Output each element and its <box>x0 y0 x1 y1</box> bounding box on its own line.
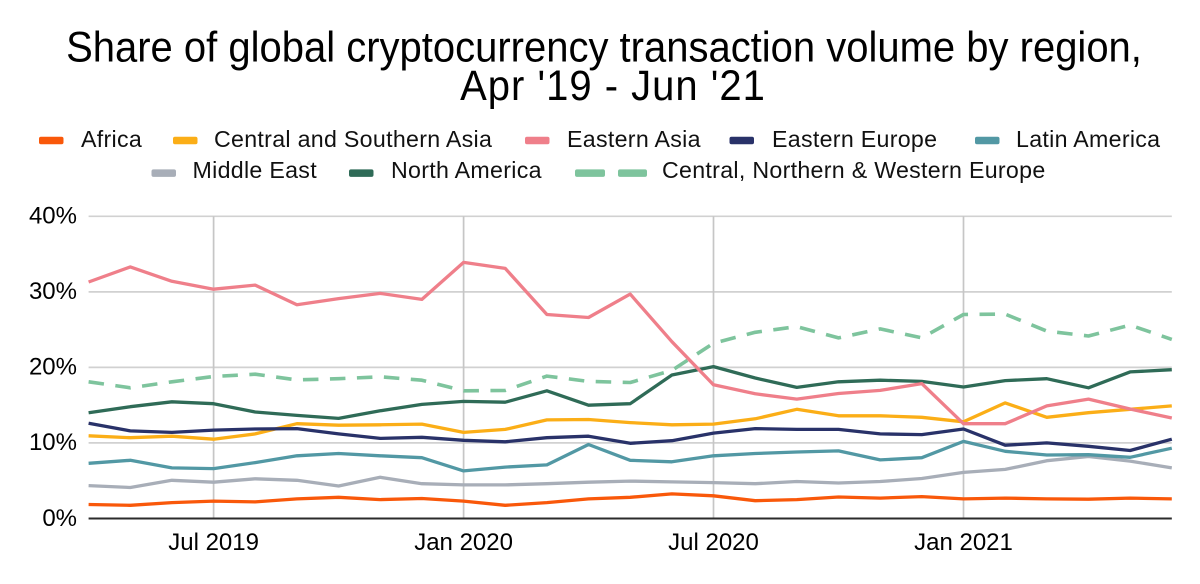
svg-text:Eastern Europe: Eastern Europe <box>772 126 937 152</box>
svg-text:Central and Southern Asia: Central and Southern Asia <box>214 126 492 152</box>
svg-text:Central, Northern & Western Eu: Central, Northern & Western Europe <box>662 157 1046 183</box>
svg-text:20%: 20% <box>29 354 77 381</box>
svg-text:40%: 40% <box>29 203 77 230</box>
svg-text:30%: 30% <box>29 278 77 305</box>
svg-text:North America: North America <box>391 157 542 183</box>
svg-text:Jul 2019: Jul 2019 <box>168 529 259 556</box>
svg-text:Eastern Asia: Eastern Asia <box>567 126 701 152</box>
svg-text:Latin America: Latin America <box>1016 126 1160 152</box>
svg-text:10%: 10% <box>29 429 77 456</box>
svg-text:0%: 0% <box>42 505 77 532</box>
svg-text:Jul 2020: Jul 2020 <box>668 529 759 556</box>
svg-text:Africa: Africa <box>81 126 142 152</box>
svg-text:Middle East: Middle East <box>193 157 318 183</box>
svg-text:Share of global cryptocurrency: Share of global cryptocurrency transacti… <box>66 22 1142 71</box>
svg-text:Apr '19 - Jun '21: Apr '19 - Jun '21 <box>460 61 766 110</box>
svg-text:Jan 2021: Jan 2021 <box>914 529 1013 556</box>
svg-text:Jan 2020: Jan 2020 <box>414 529 513 556</box>
